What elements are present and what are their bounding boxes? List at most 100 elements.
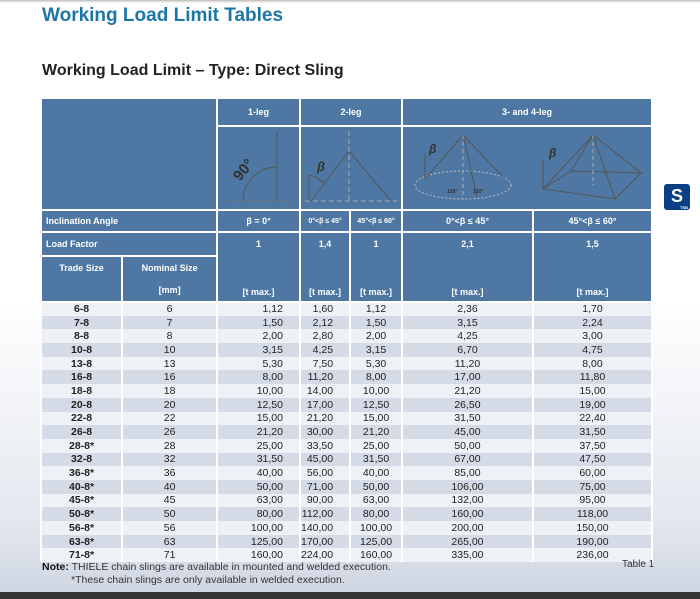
table-cell: 36 [121,466,219,480]
table-cell: 21,20 [216,425,301,439]
table-cell: 3,15 [349,343,403,357]
load-factor-value: 1 [t max.] [349,231,403,303]
table-cell: 3,00 [531,329,654,344]
table-cell: 100,00 [216,521,301,535]
table-cell: 16 [121,370,219,385]
table-cell: 13-8 [39,356,124,371]
table-cell: 265,00 [400,534,534,549]
table-cell: 71 [121,548,219,563]
table-row: 36-8* 36 40,00 56,00 40,00 85,00 60,00 [39,466,654,480]
table-cell: 160,00 [349,548,403,563]
table-row: 16-8 16 8,00 11,20 8,00 17,00 11,80 [39,370,654,385]
table-cell: 50,00 [349,479,403,494]
table-row: 22-8 22 15,00 21,20 15,00 31,50 22,40 [39,411,654,426]
table-cell: 4,75 [531,343,654,357]
table-cell: 21,20 [349,425,403,439]
table-cell: 6 [121,302,219,316]
table-cell: 7 [121,315,219,330]
inclination-value: 45°<β ≤ 60° [349,209,403,233]
load-factor-label: Load Factor [39,231,219,257]
table-cell: 15,00 [531,384,654,398]
table-row: 26-8 26 21,20 30,00 21,20 45,00 31,50 [39,425,654,439]
table-cell: 12,50 [216,397,301,412]
table-cell: 18 [121,384,219,398]
group-3-4-leg: 3- and 4-leg [400,97,654,127]
table-cell: 40,00 [349,466,403,480]
table-row: 50-8* 50 80,00 112,00 80,00 160,00 118,00 [39,507,654,521]
table-caption: Table 1 [622,559,655,570]
table-cell: 45,00 [298,452,352,467]
table-cell: 160,00 [216,548,301,563]
table-cell: 17,00 [400,370,534,385]
table-cell: 28-8* [39,438,124,453]
table-cell: 80,00 [349,507,403,521]
table-cell: 7,50 [298,356,352,371]
brand-logo: S TSB [664,184,690,210]
table-cell: 20-8 [39,397,124,412]
table-row: 20-8 20 12,50 17,00 12,50 26,50 19,00 [39,397,654,412]
table-cell: 33,50 [298,438,352,453]
group-1-leg: 1-leg [216,97,301,127]
table-cell: 1,50 [349,315,403,330]
table-cell: 8-8 [39,329,124,344]
table-cell: 22 [121,411,219,426]
load-factor-value: 1 [t max.] [216,231,301,303]
inclination-label: Inclination Angle [39,209,219,233]
table-cell: 1,12 [349,302,403,316]
table-cell: 3,15 [400,315,534,330]
table-cell: 5,30 [216,356,301,371]
table-cell: 1,60 [298,302,352,316]
table-cell: 335,00 [400,548,534,563]
table-cell: 31,50 [349,452,403,467]
table-row: 45-8* 45 63,00 90,00 63,00 132,00 95,00 [39,493,654,508]
table-cell: 2,24 [531,315,654,330]
top-edge [0,0,700,3]
table-cell: 6-8 [39,302,124,316]
trade-size-header: Trade Size [39,255,124,303]
working-load-limit-table: 1-leg 2-leg 3- and 4-leg 90° β β 120° 120°… [39,97,654,563]
table-cell: 4,25 [400,329,534,344]
table-cell: 4,25 [298,343,352,357]
table-cell: 45 [121,493,219,508]
table-cell: 75,00 [531,479,654,494]
table-cell: 10,00 [349,384,403,398]
svg-text:β: β [428,142,437,156]
table-cell: 63-8* [39,534,124,549]
table-row: 7-8 7 1,50 2,12 1,50 3,15 2,24 [39,315,654,330]
table-row: 13-8 13 5,30 7,50 5,30 11,20 8,00 [39,356,654,371]
table-cell: 2,80 [298,329,352,344]
table-cell: 2,36 [400,302,534,316]
table-cell: 22-8 [39,411,124,426]
table-cell: 1,50 [216,315,301,330]
table-cell: 2,00 [216,329,301,344]
table-cell: 26-8 [39,425,124,439]
logo-text: TSB [680,205,688,210]
table-cell: 11,20 [298,370,352,385]
table-cell: 2,12 [298,315,352,330]
load-factor-value: 1,4 [t max.] [298,231,352,303]
table-row: 10-8 10 3,15 4,25 3,15 6,70 4,75 [39,343,654,357]
table-cell: 50-8* [39,507,124,521]
table-cell: 95,00 [531,493,654,508]
table-cell: 40,00 [216,466,301,480]
table-cell: 10,00 [216,384,301,398]
table-cell: 32-8 [39,452,124,467]
table-row: 18-8 18 10,00 14,00 10,00 21,20 15,00 [39,384,654,398]
table-cell: 125,00 [216,534,301,549]
table-cell: 16-8 [39,370,124,385]
table-cell: 8,00 [531,356,654,371]
table-cell: 224,00 [298,548,352,563]
table-cell: 10 [121,343,219,357]
diagram-3-4-leg: β 120° 120° β [400,125,654,211]
table-cell: 13 [121,356,219,371]
table-cell: 1,12 [216,302,301,316]
table-cell: 40-8* [39,479,124,494]
table-cell: 47,50 [531,452,654,467]
table-cell: 20 [121,397,219,412]
table-cell: 63 [121,534,219,549]
table-cell: 85,00 [400,466,534,480]
table-cell: 150,00 [531,521,654,535]
table-row: 6-8 6 1,12 1,60 1,12 2,36 1,70 [39,302,654,316]
table-cell: 15,00 [349,411,403,426]
table-row: 32-8 32 31,50 45,00 31,50 67,00 47,50 [39,452,654,467]
